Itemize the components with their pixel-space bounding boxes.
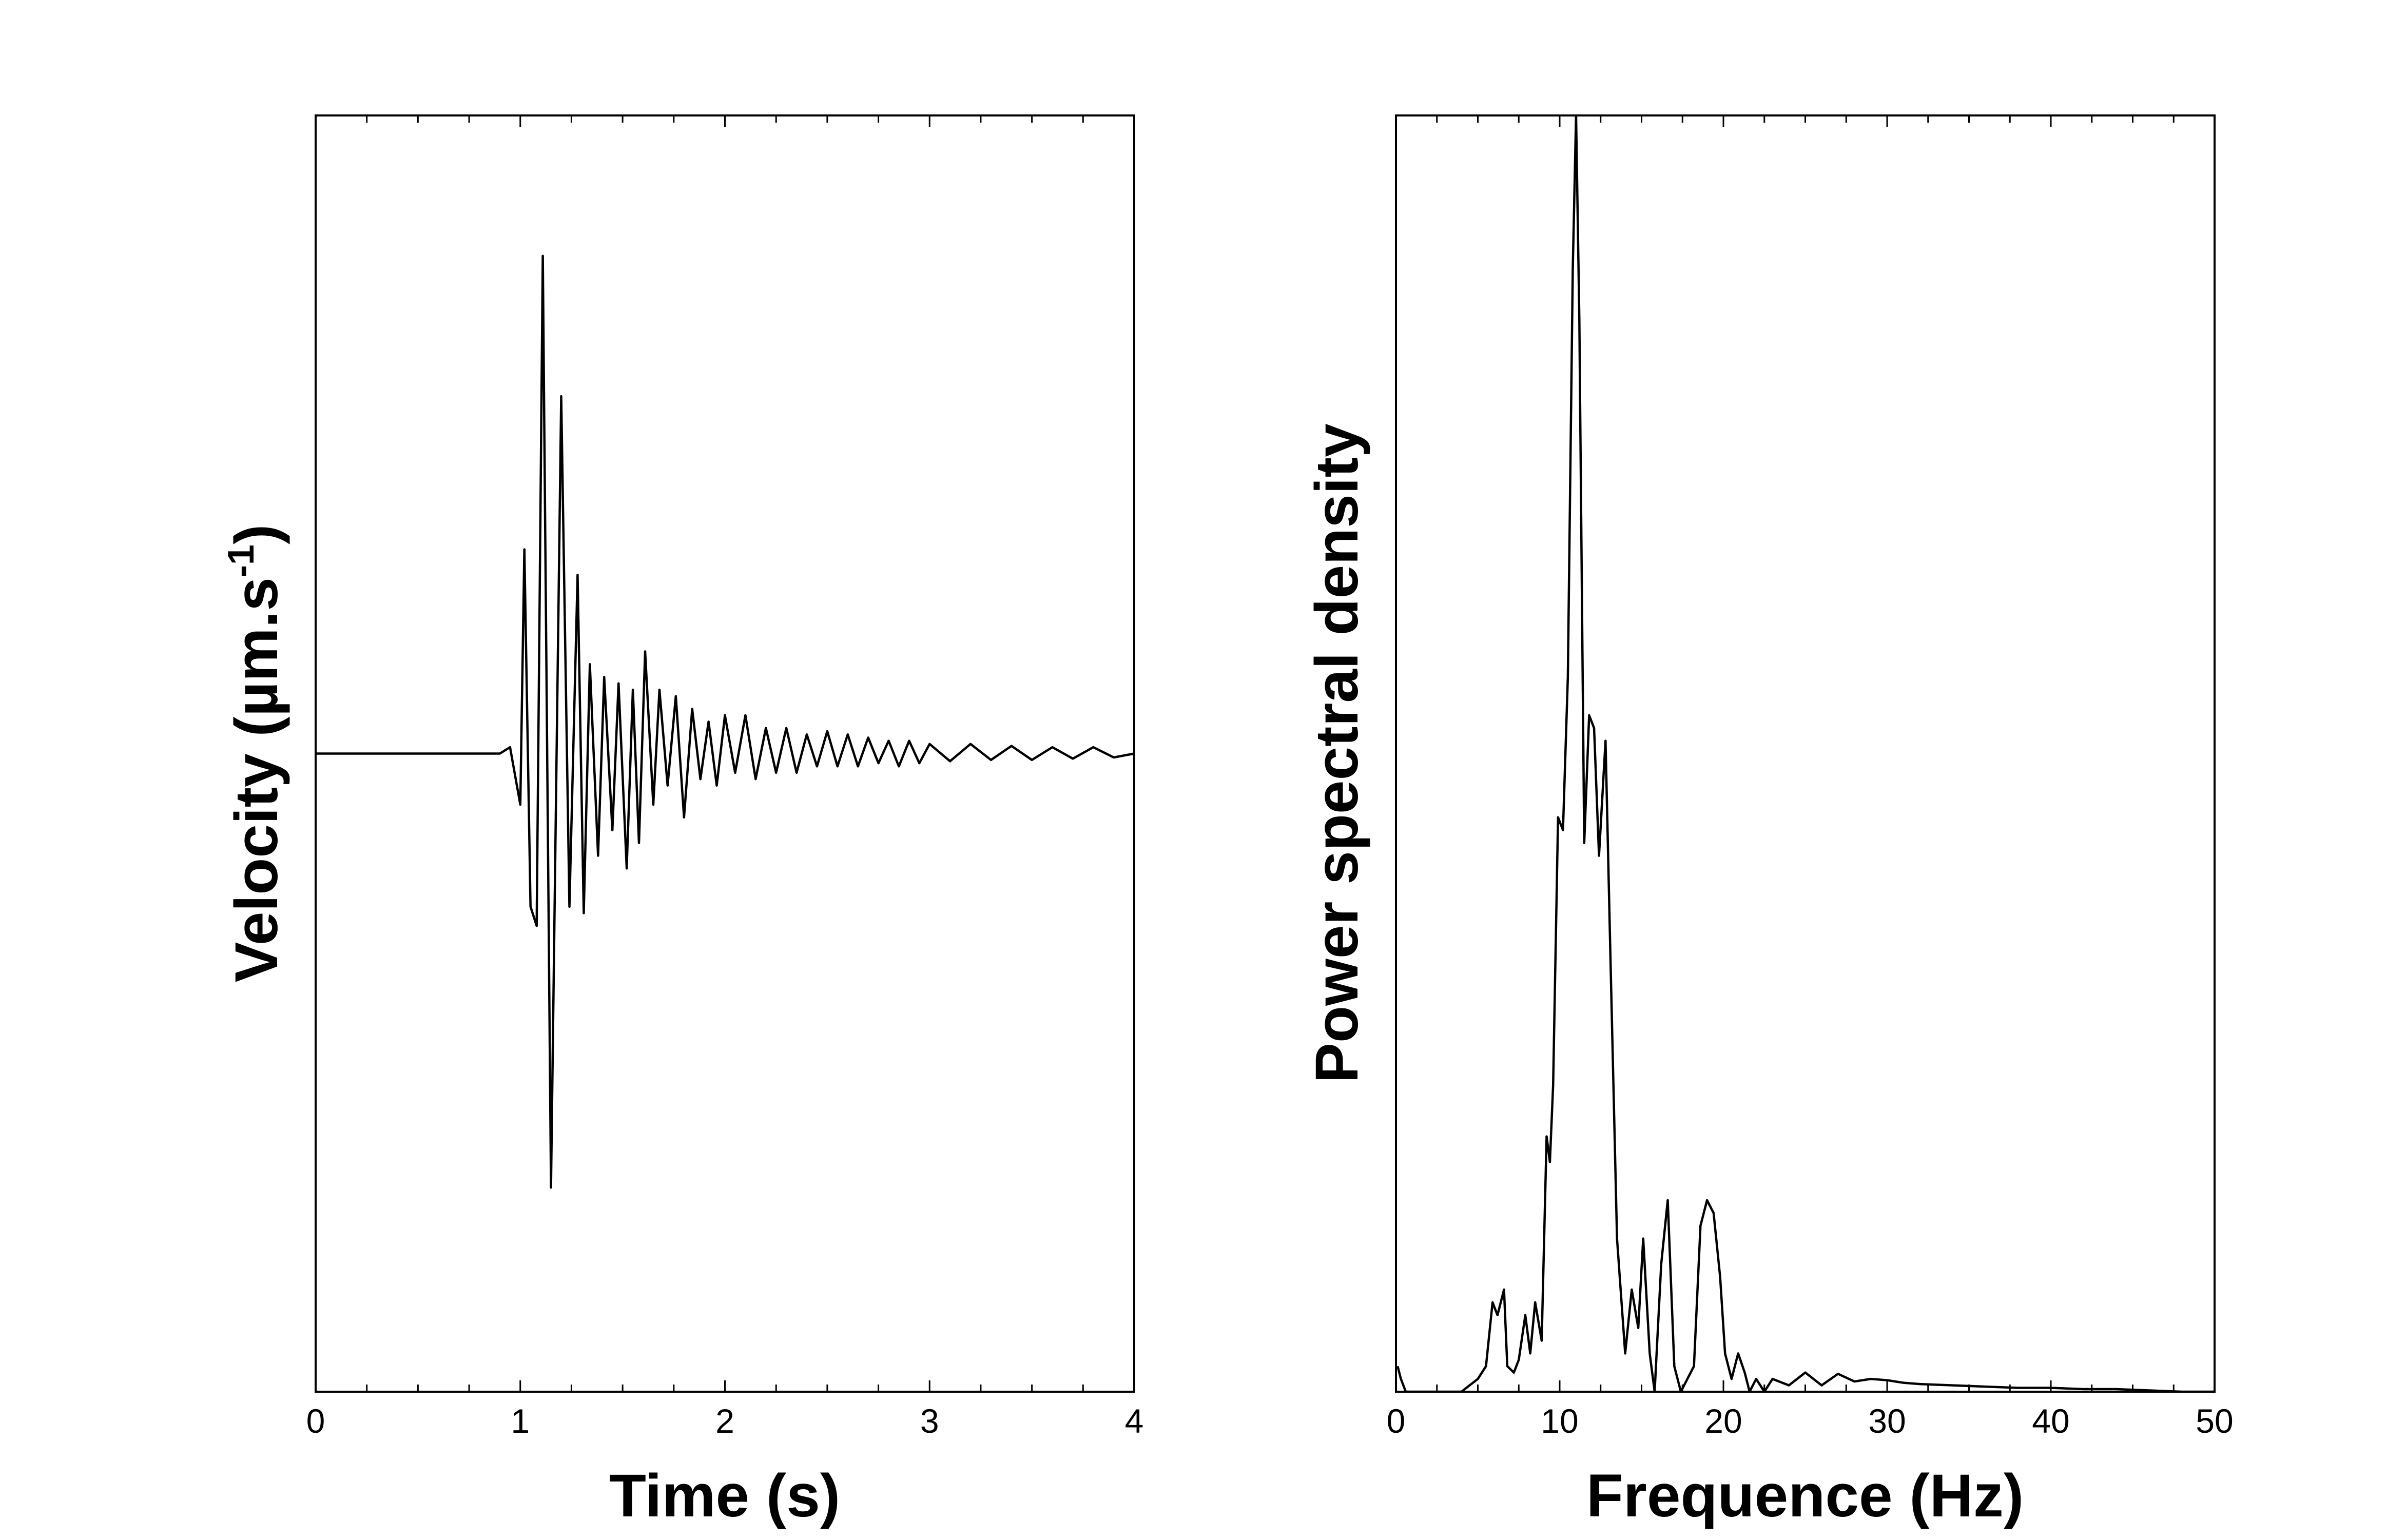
psd-series [1396, 114, 2215, 1393]
psd-x-tick-label: 50 [2196, 1402, 2233, 1440]
velocity-x-axis-title: Time (s) [609, 1462, 840, 1530]
psd-x-axis-title: Frequence (Hz) [1586, 1462, 2024, 1530]
psd-x-tick-label: 40 [2032, 1402, 2069, 1440]
psd-x-tick-label: 30 [1868, 1402, 1906, 1440]
velocity-y-axis-title-superscript: -1 [221, 544, 262, 577]
velocity-series [316, 255, 1135, 1189]
velocity-x-tick-label: 0 [306, 1402, 325, 1440]
psd-x-tick-label: 0 [1387, 1402, 1406, 1440]
velocity-x-ticks [315, 115, 1135, 1392]
psd-x-tick-label: 10 [1541, 1402, 1578, 1440]
velocity-x-tick-labels: 0 1 2 3 4 [306, 1402, 1144, 1440]
psd-y-axis-title: Power spectral density [1303, 423, 1371, 1083]
psd-x-tick-labels: 0 10 20 30 40 50 [1387, 1402, 2234, 1440]
velocity-x-tick-label: 2 [715, 1402, 734, 1440]
velocity-y-axis-title-close: ) [223, 524, 290, 544]
psd-x-tick-label: 20 [1704, 1402, 1742, 1440]
velocity-x-tick-label: 4 [1125, 1402, 1144, 1440]
velocity-series-line-0 [316, 255, 1135, 1189]
psd-panel: 0 10 20 30 40 50 Frequence (Hz) Power spectra… [1303, 114, 2234, 1530]
velocity-y-axis-title-main: Velocity (µm.s [223, 577, 290, 982]
velocity-x-tick-label: 1 [511, 1402, 530, 1440]
psd-x-ticks [1395, 115, 2216, 1392]
velocity-y-axis-title: Velocity (µm.s-1) [221, 524, 290, 983]
velocity-x-tick-label: 3 [920, 1402, 939, 1440]
velocity-time-panel: 0 1 2 3 4 Time (s) Velocity (µm.s-1) [221, 114, 1144, 1530]
psd-series-line-0 [1396, 114, 2215, 1393]
